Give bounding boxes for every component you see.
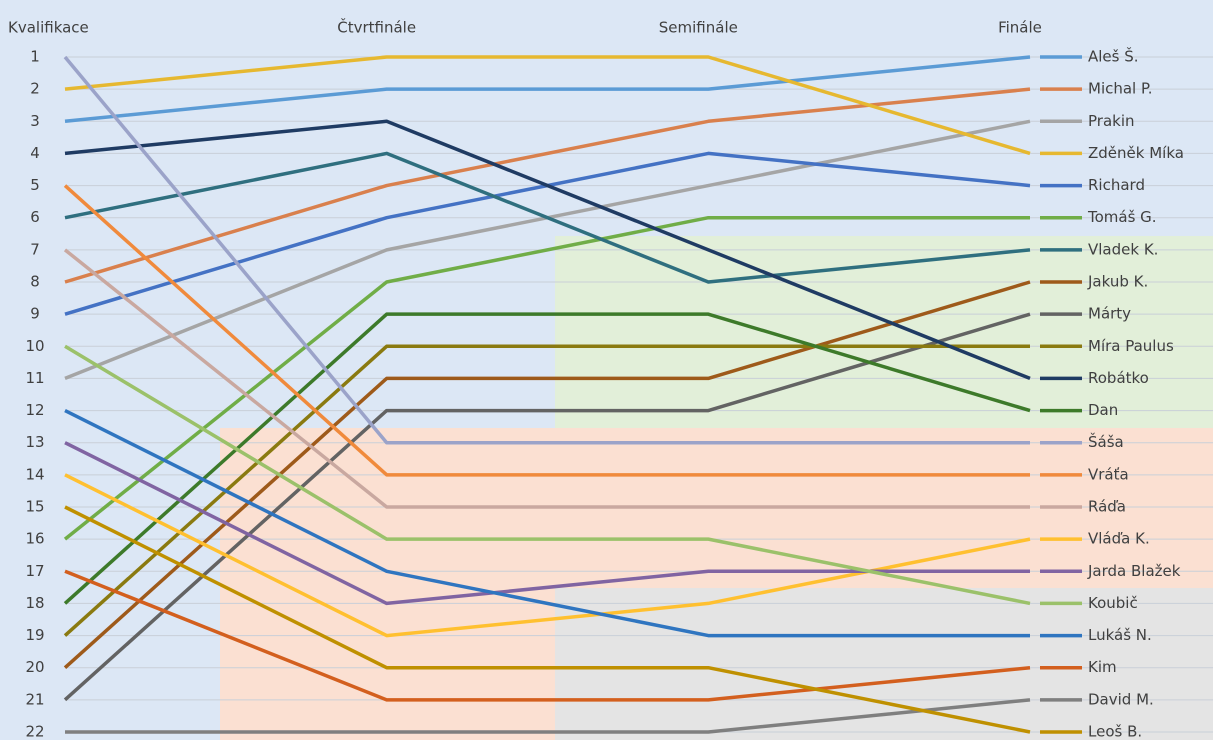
- legend-label: Leoš B.: [1088, 723, 1142, 740]
- stage-label: Kvalifikace: [8, 19, 89, 37]
- legend-label: Lukáš N.: [1088, 626, 1152, 644]
- y-tick-label: 22: [25, 723, 44, 740]
- y-tick-label: 6: [30, 208, 40, 226]
- legend-label: Prakin: [1088, 112, 1135, 130]
- series-line: [64, 505, 1031, 734]
- stage-label: Čtvrtfinále: [337, 18, 416, 37]
- legend-label: David M.: [1088, 690, 1154, 708]
- y-tick-label: 4: [30, 144, 40, 162]
- y-tick-label: 15: [25, 498, 44, 516]
- series-line: [63, 248, 1030, 509]
- y-tick-label: 18: [25, 594, 44, 612]
- y-tick-label: 2: [30, 80, 40, 98]
- legend-label: Richard: [1088, 176, 1145, 194]
- legend-label: Robátko: [1088, 369, 1149, 387]
- legend-label: Vladek K.: [1088, 240, 1158, 258]
- y-tick-label: 11: [25, 369, 44, 387]
- series-line: [63, 55, 1030, 445]
- y-tick-label: 14: [25, 465, 44, 483]
- y-tick-label: 10: [25, 337, 44, 355]
- series-line: [64, 151, 1031, 284]
- y-tick-label: 1: [30, 48, 40, 66]
- legend-label: Zděněk Míka: [1088, 144, 1184, 162]
- y-tick-label: 21: [25, 690, 44, 708]
- y-tick-label: 12: [25, 401, 44, 419]
- legend-label: Ráďa: [1088, 498, 1126, 516]
- series-line: [65, 698, 1031, 734]
- legend-label: Tomáš G.: [1087, 208, 1157, 226]
- series-line: [63, 184, 1030, 477]
- legend-label: Jarda Blažek: [1087, 562, 1181, 580]
- y-tick-label: 5: [30, 176, 40, 194]
- series-line: [64, 569, 1031, 702]
- legend-label: Márty: [1088, 305, 1131, 323]
- lines: [63, 55, 1031, 734]
- series-line: [64, 119, 1031, 381]
- y-tick-label: 8: [30, 273, 40, 291]
- series-line: [63, 312, 1031, 605]
- stage-label: Finále: [998, 19, 1042, 37]
- series-line: [64, 55, 1031, 124]
- labels: 12345678910111213141516171819202122Kvali…: [8, 18, 1184, 740]
- series-line: [64, 409, 1030, 638]
- y-tick-label: 3: [30, 112, 40, 130]
- series-line: [64, 55, 1031, 156]
- y-tick-label: 17: [25, 562, 44, 580]
- y-tick-label: 13: [25, 433, 44, 451]
- legend-label: Michal P.: [1088, 80, 1152, 98]
- legend-label: Vráťa: [1088, 465, 1129, 483]
- legend-label: Šáša: [1088, 432, 1124, 451]
- legend-label: Kim: [1088, 658, 1117, 676]
- y-tick-label: 7: [30, 240, 40, 258]
- legend-label: Jakub K.: [1087, 273, 1148, 291]
- y-tick-label: 16: [25, 530, 44, 548]
- y-tick-label: 9: [30, 305, 40, 323]
- series-line: [63, 215, 1030, 541]
- stage-label: Semifinále: [659, 19, 738, 37]
- y-tick-label: 20: [25, 658, 44, 676]
- zone-green: [555, 236, 1213, 428]
- legend-label: Míra Paulus: [1088, 337, 1174, 355]
- legend-label: Dan: [1088, 401, 1118, 419]
- legend-label: Aleš Š.: [1088, 47, 1139, 66]
- y-tick-label: 19: [25, 626, 44, 644]
- series-line: [64, 344, 1031, 606]
- legend-label: Koubič: [1088, 594, 1138, 612]
- legend-label: Vláďa K.: [1088, 530, 1150, 548]
